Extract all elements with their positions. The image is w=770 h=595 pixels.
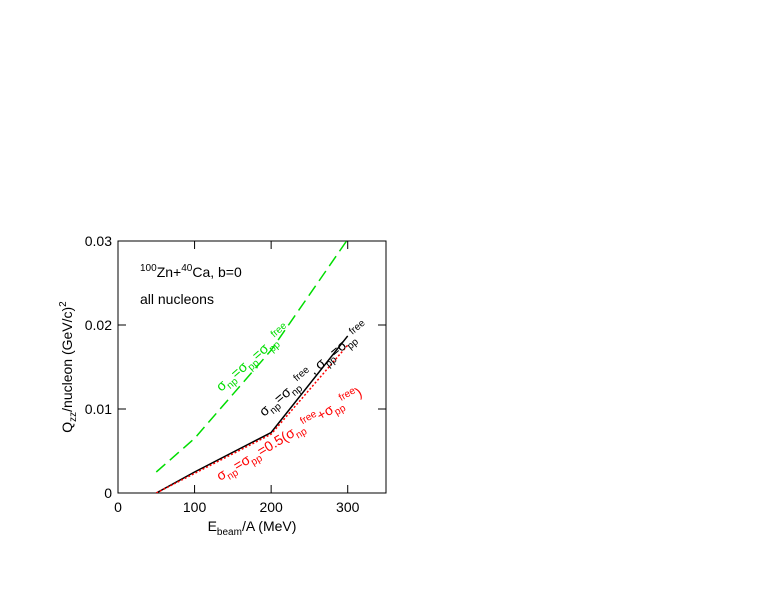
annotation-part: 40 bbox=[181, 263, 193, 274]
y-tick-label: 0.03 bbox=[85, 233, 112, 249]
y-axis-label-part: /nucleon (GeV/c) bbox=[59, 307, 75, 412]
x-axis-label-part: beam bbox=[217, 527, 242, 538]
series-line bbox=[155, 344, 349, 493]
x-tick-label: 200 bbox=[259, 499, 283, 515]
x-axis-label-part: /A (MeV) bbox=[242, 518, 296, 534]
annotation-part: np bbox=[294, 426, 310, 441]
annotation-part: Ca, b=0 bbox=[192, 264, 242, 280]
y-axis-label-part: Q bbox=[59, 422, 75, 433]
x-tick-label: 0 bbox=[114, 499, 122, 515]
x-tick-label: 300 bbox=[336, 499, 360, 515]
annotation-part: np bbox=[225, 467, 241, 482]
y-axis-label-part: 2 bbox=[58, 301, 69, 307]
annotation-part: all nucleons bbox=[140, 291, 214, 307]
y-axis-label: Qzz/nucleon (GeV/c)2 bbox=[58, 301, 79, 433]
x-axis-label-part: E bbox=[208, 518, 217, 534]
x-axis-label: Ebeam/A (MeV) bbox=[208, 518, 297, 538]
annotation: all nucleons bbox=[140, 291, 214, 307]
annotation: 100Zn+40Ca, b=0 bbox=[140, 263, 242, 280]
y-axis-label-part: zz bbox=[68, 412, 79, 422]
y-tick-label: 0.01 bbox=[85, 401, 112, 417]
x-tick-label: 100 bbox=[183, 499, 207, 515]
annotation-part: =0.5(σ bbox=[254, 424, 298, 459]
annotation-part: +σ bbox=[314, 401, 337, 424]
y-tick-label: 0 bbox=[104, 485, 112, 501]
annotation-part: free bbox=[269, 320, 290, 340]
annotation-part: pp bbox=[333, 403, 349, 418]
plot-frame bbox=[117, 240, 387, 494]
annotation-part: pp bbox=[249, 453, 265, 468]
annotation-part: =σ bbox=[230, 451, 253, 474]
annotation-part: 100 bbox=[140, 263, 157, 274]
annotation-part: free bbox=[347, 317, 368, 337]
series-line bbox=[155, 241, 348, 473]
annotation-part: Zn+ bbox=[157, 264, 182, 280]
y-tick-label: 0.02 bbox=[85, 317, 112, 333]
